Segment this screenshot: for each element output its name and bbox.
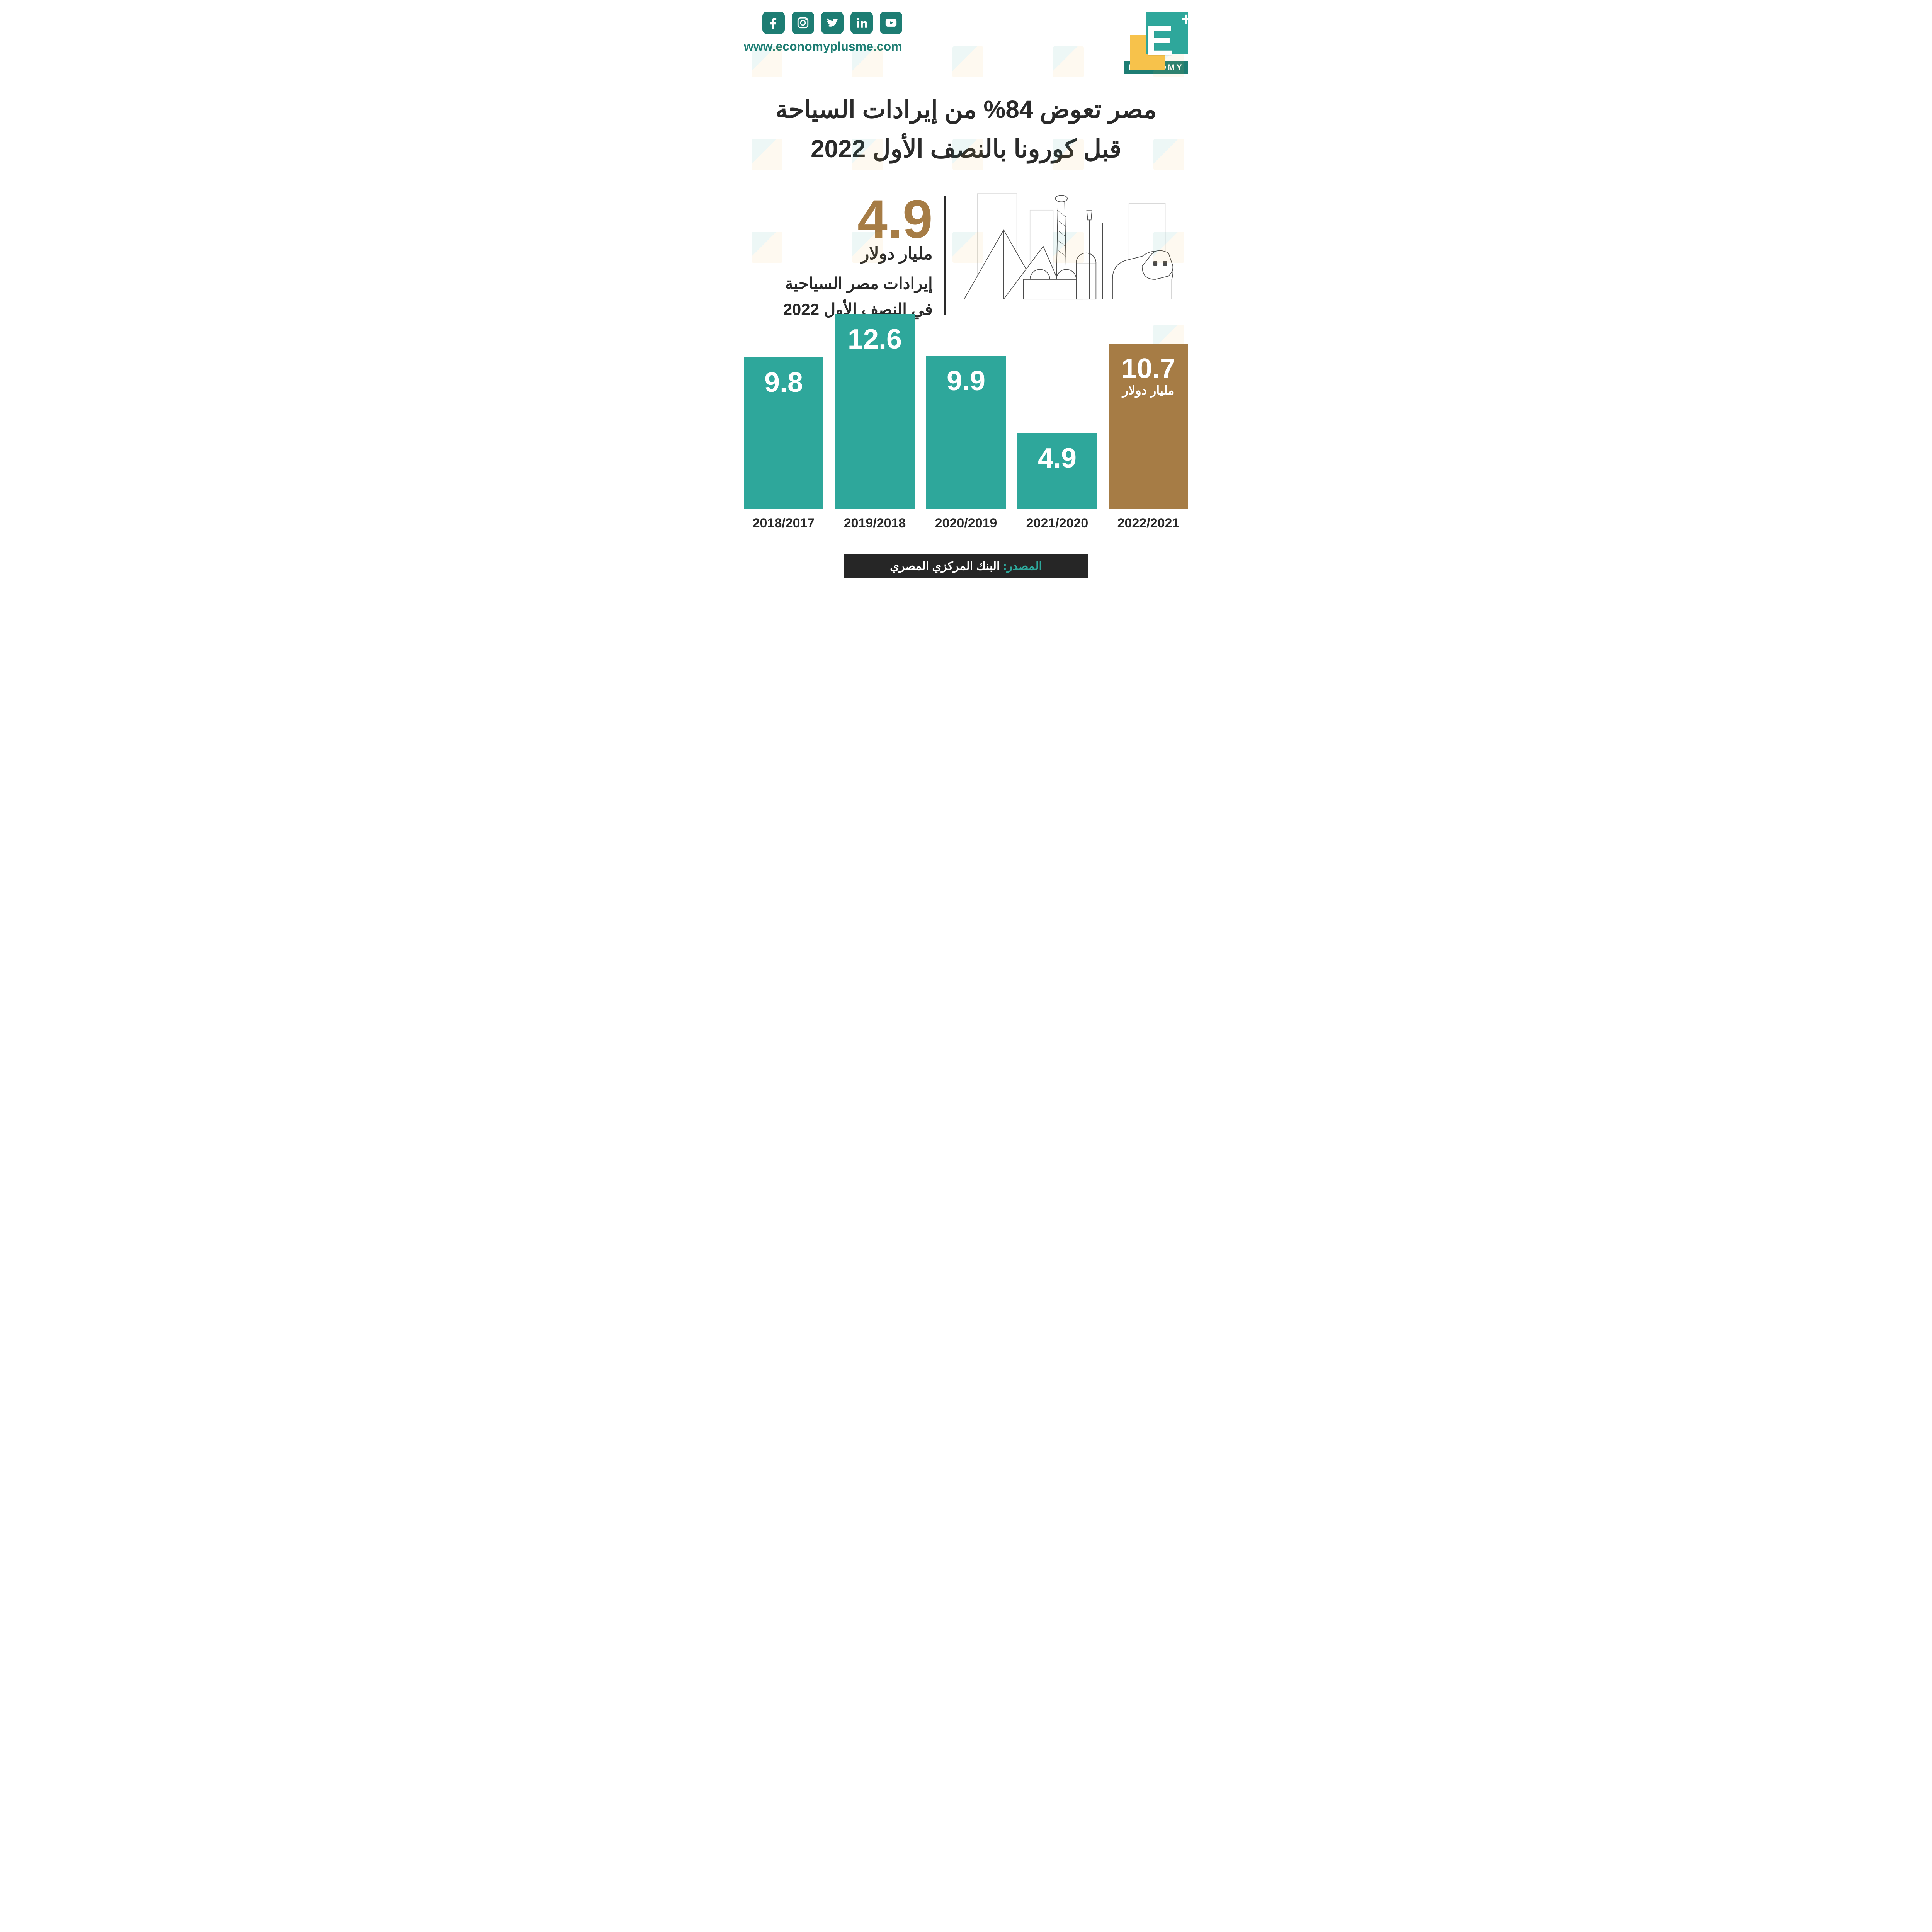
stat-unit: مليار دولار [744,244,933,264]
stat-number: 4.9 [744,192,933,246]
bar: 4.9 [1017,433,1097,509]
stat-desc-line-1: إيرادات مصر السياحية [744,270,933,296]
logo-mark: E + [1130,12,1188,70]
headline: مصر تعوض 84% من إيرادات السياحة قبل كورو… [744,90,1188,169]
source-text: البنك المركزي المصري [890,560,1000,573]
facebook-icon[interactable] [762,12,785,34]
youtube-icon[interactable] [880,12,902,34]
bar-axis-label: 2019/2018 [844,516,906,531]
social-row [744,12,902,34]
logo-letter: E [1130,12,1188,70]
landmarks-illustration [957,180,1188,321]
instagram-icon[interactable] [792,12,814,34]
top-bar: E + ECONOMY [744,12,1188,74]
linkedin-icon[interactable] [850,12,873,34]
bar-col: 4.9 2021/2020 [1017,433,1097,531]
bar: 9.9 [926,356,1006,509]
top-right-block: www.economyplusme.com [744,12,902,54]
bar-chart: 9.82018/201712.62019/20189.92020/20194.9… [744,330,1188,531]
bar-axis-label: 2020/2019 [935,516,997,531]
bar: 12.6 [835,314,915,509]
mid-section: 4.9 مليار دولار إيرادات مصر السياحية في … [744,180,1188,322]
bar-value: 4.9 [1038,442,1077,474]
bar-col: 10.7مليار دولار 2022/2021 [1109,344,1188,531]
logo-plus: + [1181,9,1191,29]
twitter-icon[interactable] [821,12,844,34]
bar-col: 12.6 2019/2018 [835,314,915,531]
source-band: المصدر: البنك المركزي المصري [844,554,1088,578]
key-stat-block: 4.9 مليار دولار إيرادات مصر السياحية في … [744,180,933,322]
bar-axis-label: 2021/2020 [1026,516,1088,531]
bar: 9.8 [744,357,823,509]
website-url[interactable]: www.economyplusme.com [744,39,902,54]
headline-line-1: مصر تعوض 84% من إيرادات السياحة [744,90,1188,129]
bar-value: 9.8 [764,367,803,398]
infographic-canvas: E + ECONOMY [724,0,1208,594]
bar-col: 9.9 2020/2019 [926,356,1006,531]
bar-value: 10.7 [1121,353,1175,384]
bar-value: 9.9 [947,365,985,397]
bar-col: 9.8 2018/2017 [744,357,823,531]
source-label: المصدر: [1003,560,1042,573]
stat-divider [944,196,946,315]
bar-value: 12.6 [848,323,902,355]
headline-line-2: قبل كورونا بالنصف الأول 2022 [744,129,1188,168]
bar-axis-label: 2022/2021 [1117,516,1180,531]
brand-logo: E + ECONOMY [1124,12,1188,74]
bar: 10.7مليار دولار [1109,344,1188,509]
bar-sublabel: مليار دولار [1122,383,1175,398]
bar-axis-label: 2018/2017 [753,516,815,531]
